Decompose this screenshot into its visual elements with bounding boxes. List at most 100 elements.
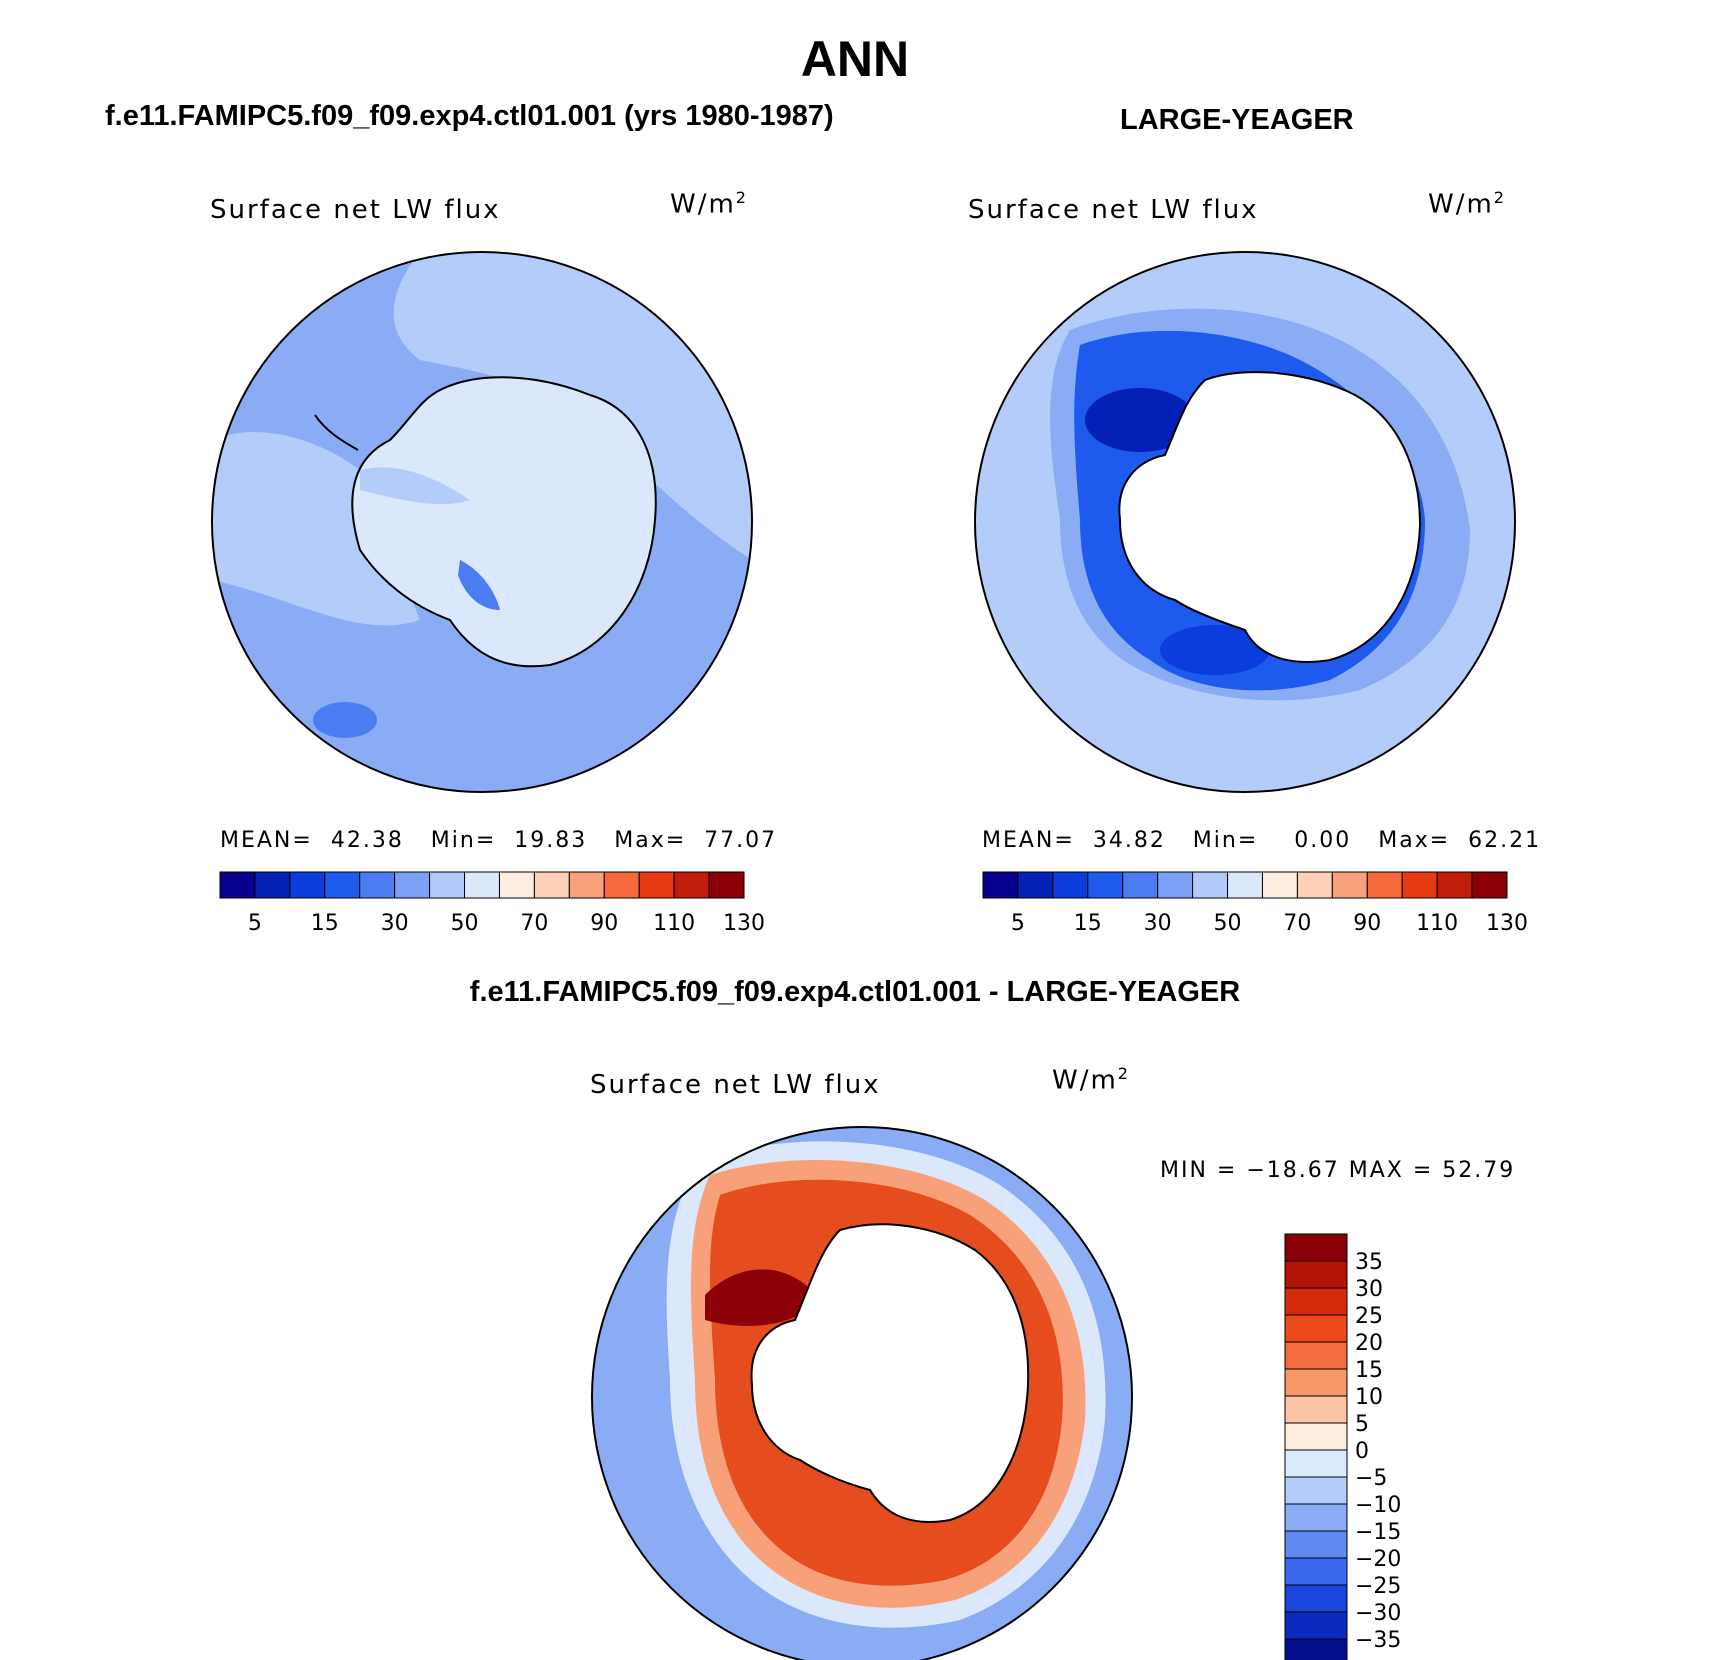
right-max-value: 62.21: [1468, 828, 1542, 853]
right-panel-units: W/m2: [1428, 188, 1506, 220]
diff-colorbar-swatch: [1284, 1287, 1348, 1316]
right-mean-value: 34.82: [1092, 828, 1166, 853]
diff-land-mask: [751, 1224, 1029, 1522]
left-colorbar-tick-label: 90: [590, 911, 618, 936]
diff-colorbar-swatch: [1284, 1503, 1348, 1532]
diff-colorbar-tick-label: 10: [1355, 1385, 1383, 1410]
right-colorbar-swatch: [1052, 871, 1089, 899]
right-colorbar-swatch: [1261, 871, 1298, 899]
right-min-label: Min=: [1192, 828, 1259, 853]
left-colorbar-swatch: [638, 871, 675, 899]
diff-colorbar-swatch: [1284, 1314, 1348, 1343]
left-min-value: 19.83: [514, 828, 588, 853]
left-colorbar-swatch: [324, 871, 361, 899]
left-panel-title: Surface net LW flux: [210, 195, 501, 225]
left-colorbar-swatch: [603, 871, 640, 899]
left-colorbar-tick-label: 30: [381, 911, 409, 936]
left-colorbar-tick-label: 110: [653, 911, 695, 936]
right-colorbar-swatch: [1227, 871, 1263, 899]
left-colorbar-swatch: [498, 871, 535, 899]
left-colorbar-swatch: [464, 871, 500, 899]
left-colorbar-swatch: [533, 871, 570, 899]
left-colorbar-tick-label: 130: [723, 911, 765, 936]
difference-polar-map: [591, 1126, 1133, 1660]
right-polar-map: [974, 251, 1516, 793]
right-colorbar-tick-label: 110: [1416, 911, 1458, 936]
left-colorbar-tick-label: 70: [520, 911, 548, 936]
diff-colorbar-tick-label: −30: [1355, 1601, 1401, 1626]
left-colorbar-swatch: [394, 871, 431, 899]
diff-colorbar-swatch: [1284, 1395, 1348, 1424]
left-panel-units: W/m2: [670, 188, 748, 220]
left-colorbar-swatch: [708, 871, 745, 899]
left-ocean-light-west: [212, 431, 420, 626]
left-min-label: Min=: [430, 828, 497, 853]
diff-colorbar-swatch: [1284, 1368, 1348, 1397]
right-colorbar-tick-label: 70: [1283, 911, 1311, 936]
left-ice-shelf-band: [360, 467, 470, 505]
right-colorbar-swatch: [1436, 871, 1473, 899]
left-colorbar-tick-label: 5: [248, 911, 262, 936]
left-colorbar-swatch: [289, 871, 326, 899]
page-title: ANN: [800, 31, 910, 87]
left-mean-label: MEAN=: [220, 828, 313, 853]
right-colorbar-tick-label: 90: [1353, 911, 1381, 936]
difference-panel-header: f.e11.FAMIPC5.f09_f09.exp4.ctl01.001 - L…: [469, 976, 1241, 1008]
right-colorbar-swatch: [1157, 871, 1194, 899]
diff-colorbar-swatch: [1284, 1584, 1348, 1613]
left-mean-value: 42.38: [330, 828, 404, 853]
left-units-text: W/m: [670, 189, 736, 220]
left-colorbar-tick-label: 50: [451, 911, 479, 936]
diff-colorbar-tick-label: −35: [1355, 1628, 1401, 1653]
diff-units-exponent: 2: [1117, 1064, 1130, 1083]
right-max-label: Max=: [1378, 828, 1451, 853]
left-coastline: [351, 376, 657, 668]
diff-colorbar-swatch: [1284, 1449, 1348, 1478]
diff-colorbar-tick-label: 30: [1355, 1277, 1383, 1302]
left-panel-header: f.e11.FAMIPC5.f09_f09.exp4.ctl01.001 (yr…: [105, 100, 834, 132]
right-coastline: [1118, 371, 1422, 663]
right-stats: MEAN= 34.82 Min= 0.00 Max= 62.21: [982, 828, 1541, 853]
right-colorbar-tick-label: 30: [1144, 911, 1172, 936]
right-weddell-dark: [1085, 388, 1195, 452]
left-colorbar-swatch: [254, 871, 291, 899]
right-colorbar-swatch: [1331, 871, 1368, 899]
left-map-border: [211, 251, 753, 793]
diff-panel-units: W/m2: [1052, 1064, 1130, 1096]
right-colorbar-tick-label: 50: [1214, 911, 1242, 936]
diff-colorbar-tick-label: −15: [1355, 1520, 1401, 1545]
right-ross-dark: [1160, 625, 1270, 675]
right-min-value: 0.00: [1294, 828, 1352, 853]
diff-colorbar-tick-label: −10: [1355, 1493, 1401, 1518]
diff-colorbar-tick-label: 5: [1355, 1412, 1369, 1437]
left-dark-patch: [313, 702, 377, 738]
diff-colorbar-tick-label: −20: [1355, 1547, 1401, 1572]
right-colorbar: 5 15 30 50 70 90 110 130: [982, 871, 1528, 936]
right-colorbar-swatch: [1017, 871, 1054, 899]
right-units-text: W/m: [1428, 189, 1494, 220]
right-panel-title: Surface net LW flux: [968, 195, 1259, 225]
diff-map-border: [591, 1126, 1133, 1660]
diff-colorbar-swatch: [1284, 1341, 1348, 1370]
diff-colorbar-tick-label: 35: [1355, 1250, 1383, 1275]
left-colorbar-swatch: [429, 871, 466, 899]
diff-colorbar-swatch: [1284, 1422, 1348, 1451]
left-colorbar-tick-label: 15: [311, 911, 339, 936]
left-colorbar-swatch: [568, 871, 605, 899]
diff-colorbar-swatch: [1284, 1476, 1348, 1505]
right-colorbar-swatch: [1401, 871, 1438, 899]
right-colorbar-tick-label: 130: [1486, 911, 1528, 936]
left-peninsula: [314, 414, 359, 451]
right-panel-header: LARGE-YEAGER: [1120, 104, 1354, 136]
diff-colorbar-tick-label: 0: [1355, 1439, 1369, 1464]
left-units-exponent: 2: [735, 188, 748, 207]
diff-colorbar-swatch: [1284, 1260, 1348, 1289]
left-antarctica-fill: [352, 377, 656, 667]
left-max-label: Max=: [614, 828, 687, 853]
left-ross-patch: [458, 560, 500, 610]
diff-colorbar-swatch: [1284, 1611, 1348, 1640]
left-colorbar-swatch: [673, 871, 710, 899]
diff-colorbar-tick-label: 15: [1355, 1358, 1383, 1383]
diff-units-text: W/m: [1052, 1065, 1118, 1096]
diff-colorbar-tick-label: 25: [1355, 1304, 1383, 1329]
